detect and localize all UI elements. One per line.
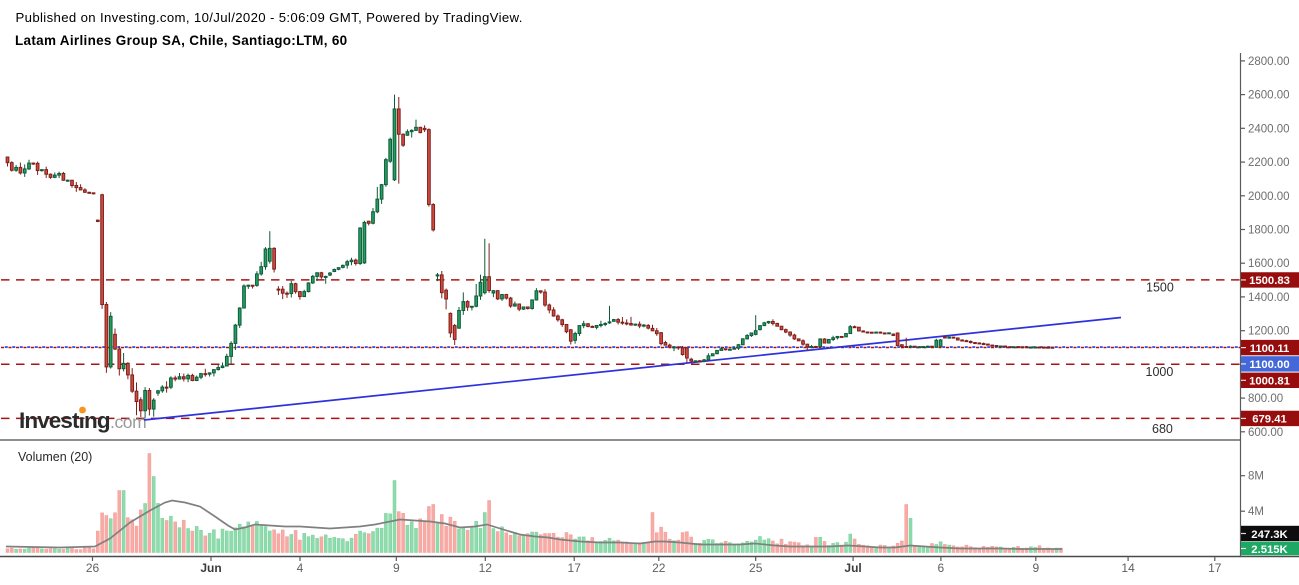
svg-text:2.515K: 2.515K (1251, 544, 1288, 556)
svg-text:680: 680 (1152, 422, 1173, 436)
svg-text:1400.00: 1400.00 (1248, 292, 1290, 304)
svg-text:600.00: 600.00 (1248, 427, 1283, 439)
svg-text:17: 17 (568, 561, 582, 575)
svg-text:Investing: Investing (19, 408, 110, 433)
svg-text:1500: 1500 (1146, 281, 1174, 295)
svg-text:1100.11: 1100.11 (1250, 343, 1290, 355)
svg-text:800.00: 800.00 (1248, 393, 1283, 405)
svg-text:22: 22 (652, 561, 666, 575)
svg-text:1800.00: 1800.00 (1248, 225, 1290, 237)
svg-text:6: 6 (938, 561, 945, 575)
svg-text:Jun: Jun (200, 561, 221, 575)
svg-text:9: 9 (393, 561, 400, 575)
svg-text:.com: .com (110, 412, 146, 432)
svg-text:14: 14 (1121, 561, 1135, 575)
svg-text:Volumen (20): Volumen (20) (18, 450, 92, 464)
svg-text:26: 26 (86, 561, 100, 575)
svg-text:4: 4 (297, 561, 304, 575)
svg-text:Published on Investing.com, 10: Published on Investing.com, 10/Jul/2020 … (16, 10, 523, 25)
svg-text:2200.00: 2200.00 (1248, 157, 1290, 169)
svg-text:1200.00: 1200.00 (1248, 326, 1290, 338)
svg-text:12: 12 (479, 561, 493, 575)
svg-text:1100.00: 1100.00 (1249, 359, 1289, 371)
svg-text:Jul: Jul (844, 561, 861, 575)
svg-text:1600.00: 1600.00 (1248, 258, 1290, 270)
svg-text:1000.81: 1000.81 (1249, 376, 1290, 388)
svg-text:2000.00: 2000.00 (1248, 191, 1290, 203)
svg-text:8M: 8M (1248, 471, 1264, 483)
svg-text:25: 25 (749, 561, 763, 575)
svg-text:4M: 4M (1248, 506, 1264, 518)
svg-text:1000: 1000 (1146, 365, 1174, 379)
svg-text:679.41: 679.41 (1252, 414, 1287, 426)
svg-text:1500.83: 1500.83 (1249, 275, 1290, 287)
svg-text:17: 17 (1208, 561, 1222, 575)
svg-text:Latam Airlines Group SA, Chile: Latam Airlines Group SA, Chile, Santiago… (15, 33, 347, 48)
svg-text:2600.00: 2600.00 (1248, 90, 1290, 102)
svg-text:9: 9 (1032, 561, 1039, 575)
svg-text:247.3K: 247.3K (1251, 529, 1288, 541)
svg-text:2400.00: 2400.00 (1248, 123, 1290, 135)
svg-text:2800.00: 2800.00 (1248, 56, 1290, 68)
